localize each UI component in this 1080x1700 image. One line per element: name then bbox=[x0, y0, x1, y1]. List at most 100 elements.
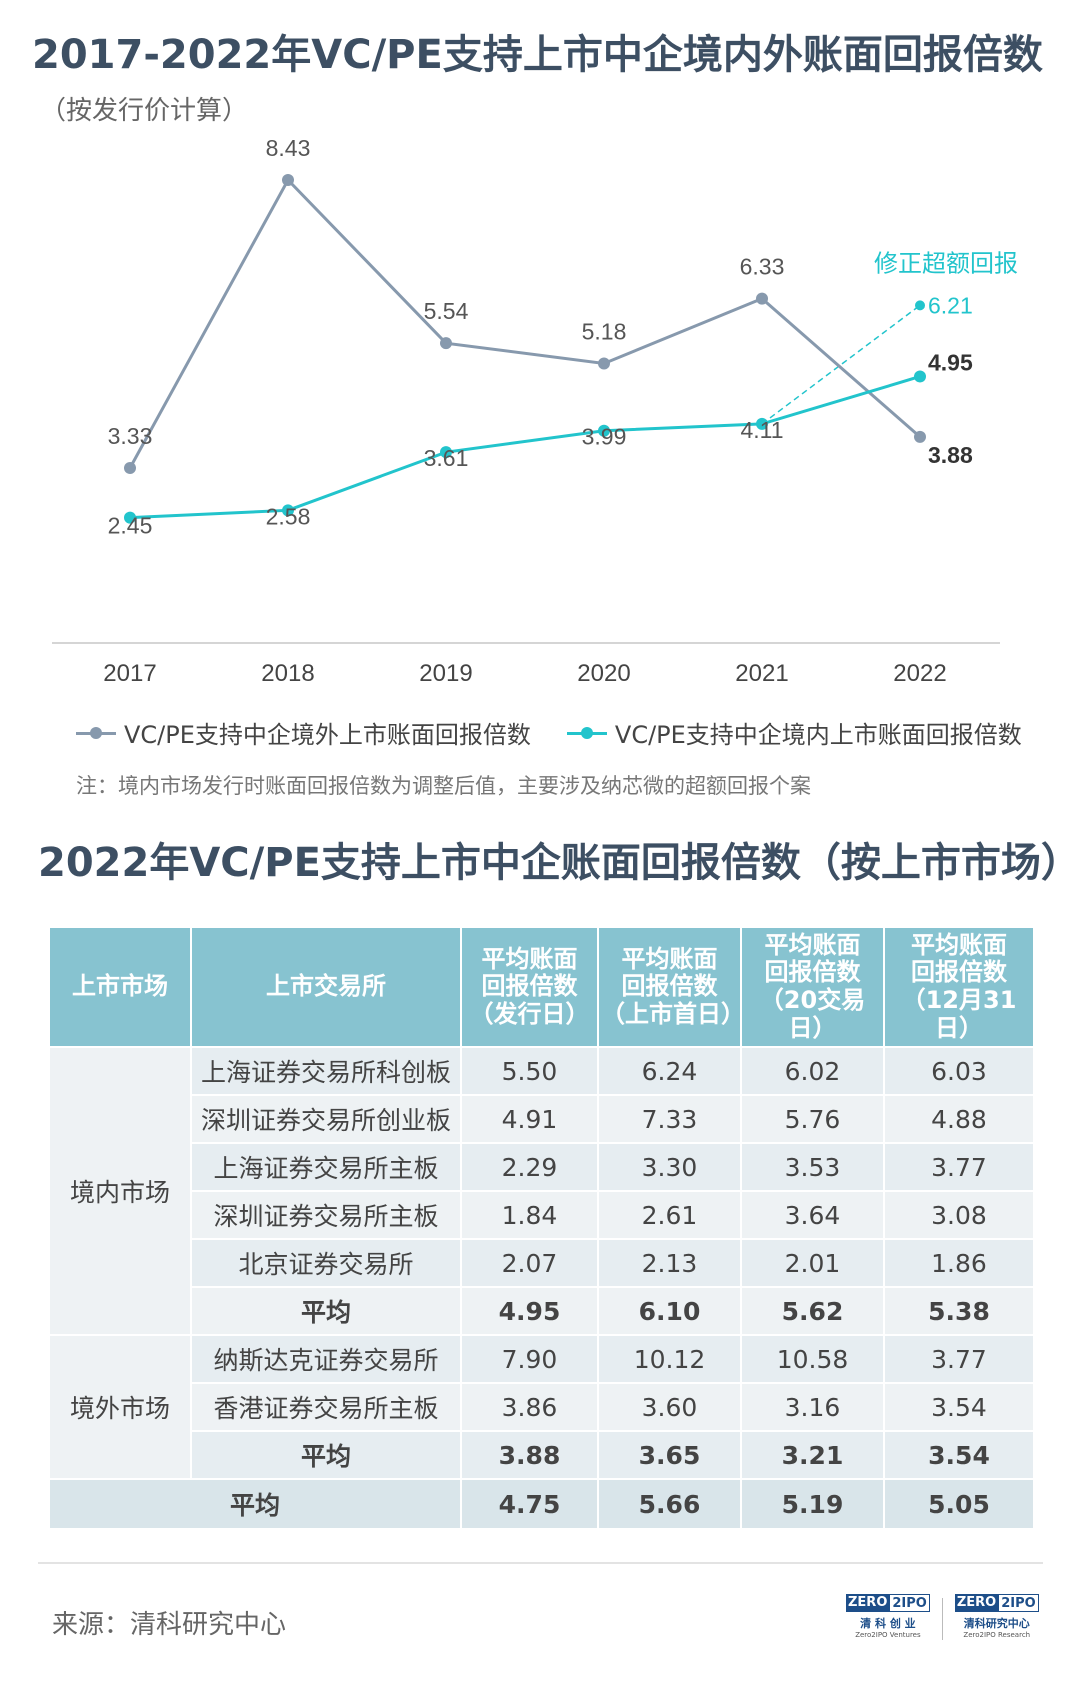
grand-avg-value-cell: 5.66 bbox=[597, 1478, 742, 1530]
series-1-point bbox=[756, 417, 768, 430]
value-cell: 10.12 bbox=[597, 1334, 742, 1384]
value-cell: 3.64 bbox=[740, 1190, 885, 1240]
line-chart: 2017 2018 2019 2020 2021 2022 6.21 修正超额回报 3.33 8.… bbox=[52, 135, 1018, 687]
header-20-days: 平均账面 回报倍数 （20交易日） bbox=[740, 926, 885, 1048]
legend-label-domestic: VC/PE支持中企境内上市账面回报倍数 bbox=[614, 721, 1022, 749]
legend-item-overseas: VC/PE支持中企境外上市账面回报倍数 bbox=[76, 715, 531, 750]
avg-value-cell: 3.54 bbox=[883, 1430, 1035, 1480]
value-cell: 3.16 bbox=[740, 1382, 885, 1432]
value-cell: 2.07 bbox=[460, 1238, 599, 1288]
avg-value-cell: 5.62 bbox=[740, 1286, 885, 1336]
legend-label-overseas: VC/PE支持中企境外上市账面回报倍数 bbox=[124, 721, 531, 749]
value-cell: 3.08 bbox=[883, 1190, 1035, 1240]
grand-avg-label-cell: 平均 bbox=[48, 1478, 462, 1530]
value-cell: 6.03 bbox=[883, 1046, 1035, 1096]
series-0-point bbox=[124, 461, 136, 474]
series-0-data-label: 8.43 bbox=[266, 135, 311, 161]
value-cell: 1.86 bbox=[883, 1238, 1035, 1288]
value-cell: 3.30 bbox=[597, 1142, 742, 1192]
value-cell: 4.91 bbox=[460, 1094, 599, 1144]
footer-divider bbox=[38, 1562, 1043, 1564]
value-cell: 2.01 bbox=[740, 1238, 885, 1288]
exchange-cell: 深圳证券交易所主板 bbox=[190, 1190, 462, 1240]
market-cell-domestic: 境内市场 bbox=[48, 1046, 192, 1336]
avg-value-cell: 6.10 bbox=[597, 1286, 742, 1336]
table-title: 2022年VC/PE支持上市中企账面回报倍数（按上市市场） bbox=[38, 840, 1080, 886]
returns-table: 上市市场 上市交易所 平均账面 回报倍数 （发行日） 平均账面 回报倍数 （上市… bbox=[48, 926, 1035, 1530]
annotation-dashed-line bbox=[761, 304, 921, 425]
footer-logos: ZERO 2IPO 清 科 创 业 Zero2IPO Ventures ZERO 2… bbox=[846, 1594, 1039, 1640]
header-dec-31: 平均账面 回报倍数 （12月31日） bbox=[883, 926, 1035, 1048]
value-cell: 4.88 bbox=[883, 1094, 1035, 1144]
x-tick-label: 2022 bbox=[893, 660, 946, 687]
value-cell: 3.60 bbox=[597, 1382, 742, 1432]
header-first-day: 平均账面 回报倍数 （上市首日） bbox=[597, 926, 745, 1048]
table-row: 北京证券交易所 2.07 2.13 2.01 1.86 bbox=[49, 1238, 1035, 1288]
header-issue-day: 平均账面 回报倍数 （发行日） bbox=[460, 926, 599, 1048]
series-1-point bbox=[440, 446, 452, 459]
series-1-point bbox=[124, 511, 136, 524]
chart-legend: VC/PE支持中企境外上市账面回报倍数 VC/PE支持中企境内上市账面回报倍数 bbox=[76, 715, 1022, 750]
table-row-grand-avg: 平均 4.75 5.66 5.19 5.05 bbox=[48, 1478, 1035, 1530]
series-1-data-label: 3.61 bbox=[424, 445, 469, 471]
table-row: 境外市场 纳斯达克证券交易所 7.90 10.12 10.58 3.77 bbox=[48, 1334, 1035, 1480]
avg-value-cell: 3.21 bbox=[740, 1430, 885, 1480]
avg-value-cell: 4.95 bbox=[460, 1286, 599, 1336]
avg-label-cell: 平均 bbox=[190, 1286, 462, 1336]
zero2ipo-research-logo: ZERO 2IPO 清科研究中心 Zero2IPO Research bbox=[954, 1594, 1039, 1639]
series-0-point bbox=[756, 292, 768, 305]
series-0-point bbox=[598, 357, 610, 370]
value-cell: 1.84 bbox=[460, 1190, 599, 1240]
x-tick-label: 2017 bbox=[103, 660, 156, 687]
zero2ipo-ventures-logo: ZERO 2IPO 清 科 创 业 Zero2IPO Ventures bbox=[846, 1594, 930, 1639]
series-0-data-label: 5.54 bbox=[424, 298, 469, 324]
exchange-cell: 深圳证券交易所创业板 bbox=[190, 1094, 462, 1144]
avg-value-cell: 3.88 bbox=[460, 1430, 599, 1480]
header-exchange: 上市交易所 bbox=[190, 926, 462, 1048]
series-line-1 bbox=[129, 375, 921, 520]
value-cell: 7.90 bbox=[460, 1334, 599, 1384]
value-cell: 6.24 bbox=[597, 1046, 742, 1096]
table-row: 境内市场 上海证券交易所科创板 5.50 6.24 6.02 6.03 bbox=[48, 1046, 1035, 1336]
exchange-cell: 上海证券交易所主板 bbox=[190, 1142, 462, 1192]
value-cell: 7.33 bbox=[597, 1094, 742, 1144]
series-1-data-label: 4.11 bbox=[740, 417, 783, 443]
market-cell-overseas: 境外市场 bbox=[48, 1334, 192, 1480]
series-1-data-label: 2.45 bbox=[108, 513, 153, 539]
chart-note: 注：境内市场发行时账面回报倍数为调整后值，主要涉及纳芯微的超额回报个案 bbox=[76, 774, 811, 798]
table-row: 香港证券交易所主板 3.86 3.60 3.16 3.54 bbox=[49, 1382, 1035, 1432]
chart-subtitle: （按发行价计算） bbox=[40, 96, 249, 126]
series-1-data-label: 3.99 bbox=[582, 424, 627, 450]
value-cell: 2.13 bbox=[597, 1238, 742, 1288]
avg-value-cell: 5.38 bbox=[883, 1286, 1035, 1336]
exchange-cell: 上海证券交易所科创板 bbox=[190, 1046, 462, 1096]
series-1-data-label: 4.95 bbox=[928, 349, 973, 375]
x-tick-label: 2020 bbox=[577, 660, 630, 687]
series-1-point bbox=[598, 424, 610, 437]
exchange-cell: 纳斯达克证券交易所 bbox=[190, 1334, 462, 1384]
grand-avg-value-cell: 4.75 bbox=[460, 1478, 599, 1530]
value-cell: 3.77 bbox=[883, 1334, 1035, 1384]
value-cell: 3.77 bbox=[883, 1142, 1035, 1192]
legend-item-domestic: VC/PE支持中企境内上市账面回报倍数 bbox=[566, 715, 1022, 750]
value-cell: 3.53 bbox=[740, 1142, 885, 1192]
series-0-data-label: 3.88 bbox=[928, 442, 973, 468]
legend-swatch-domestic bbox=[566, 726, 607, 739]
value-cell: 2.61 bbox=[597, 1190, 742, 1240]
series-0-point bbox=[914, 430, 926, 443]
x-tick-label: 2021 bbox=[735, 660, 788, 687]
annotation-title: 修正超额回报 bbox=[874, 249, 1018, 277]
series-1-point bbox=[914, 370, 926, 383]
value-cell: 10.58 bbox=[740, 1334, 885, 1384]
table-row: 上海证券交易所主板 2.29 3.30 3.53 3.77 bbox=[49, 1142, 1035, 1192]
table-row-avg-domestic: 平均 4.95 6.10 5.62 5.38 bbox=[49, 1286, 1035, 1336]
x-tick-label: 2019 bbox=[419, 660, 472, 687]
legend-swatch-overseas bbox=[76, 726, 116, 739]
x-tick-label: 2018 bbox=[261, 660, 314, 687]
series-1-point bbox=[282, 504, 294, 517]
series-0-point bbox=[282, 174, 294, 186]
series-0-data-label: 3.33 bbox=[108, 423, 153, 449]
table-row: 深圳证券交易所创业板 4.91 7.33 5.76 4.88 bbox=[49, 1094, 1035, 1144]
exchange-cell: 北京证券交易所 bbox=[190, 1238, 462, 1288]
logo-separator bbox=[941, 1598, 943, 1640]
